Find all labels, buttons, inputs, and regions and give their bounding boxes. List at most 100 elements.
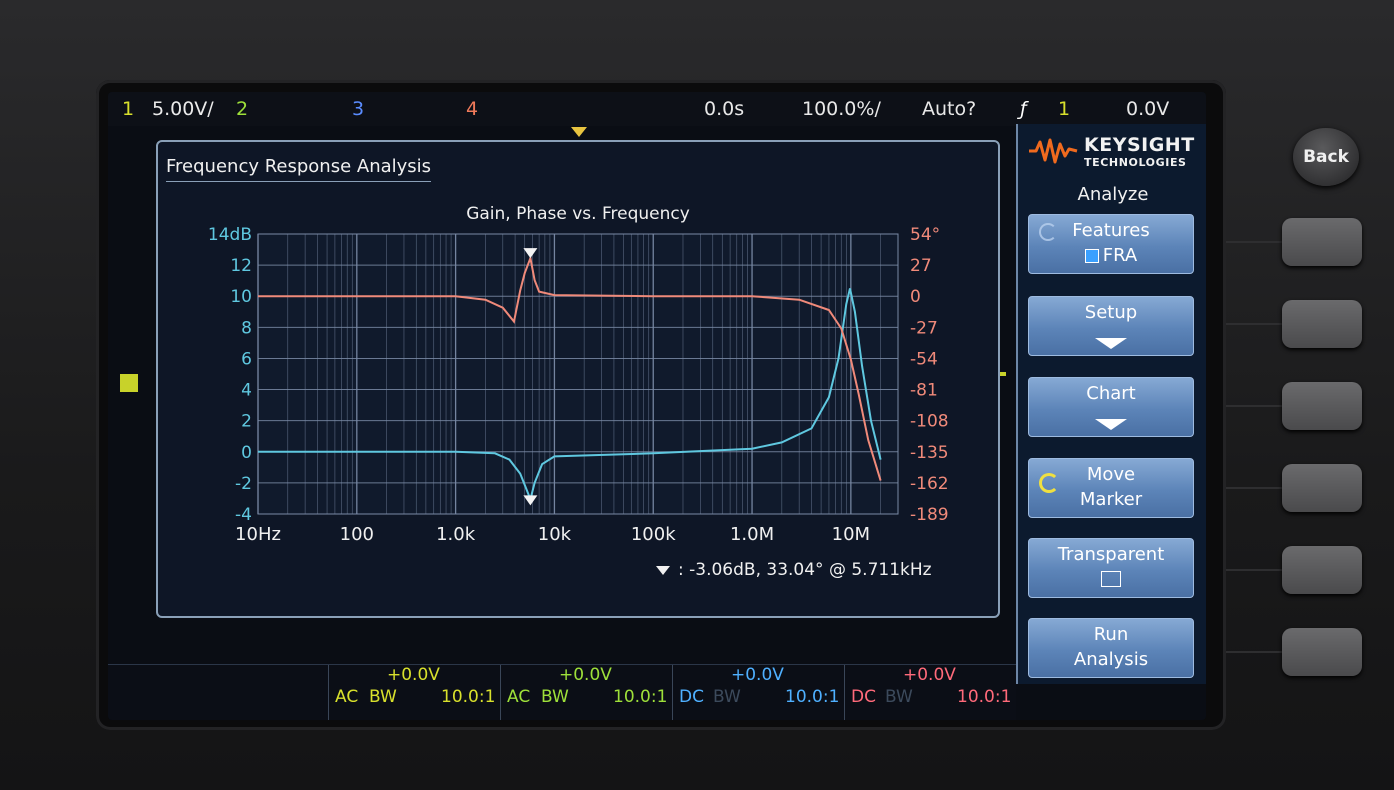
phase-tick-label: -27 (910, 318, 938, 338)
ch1-probe: 10.0:1 (441, 687, 496, 707)
ch3-number[interactable]: 3 (352, 98, 365, 120)
softkey-button-3[interactable] (1282, 382, 1362, 430)
softkey-guide-line (1226, 323, 1284, 325)
ch4-coupling: DC (851, 687, 876, 707)
arrow-down-icon (1095, 419, 1127, 430)
plot-area (257, 233, 899, 515)
features-value-row: FRA (1029, 245, 1193, 266)
back-button[interactable]: Back (1293, 128, 1359, 186)
ch1-info[interactable]: +0.0V AC BW 10.0:1 (328, 665, 499, 720)
phase-marker (523, 248, 538, 259)
ch2-number[interactable]: 2 (236, 98, 249, 120)
marker-readout: : -3.06dB, 33.04° @ 5.711kHz (656, 560, 932, 580)
ch4-number[interactable]: 4 (466, 98, 479, 120)
gain-tick-label: 4 (241, 381, 252, 401)
gain-tick-label: 14dB (208, 225, 252, 245)
softkey-button-4[interactable] (1282, 464, 1362, 512)
move-marker-line2: Marker (1079, 489, 1143, 510)
phase-tick-label: -135 (910, 443, 949, 463)
ch1-bw-limit: BW (369, 687, 397, 707)
trigger-mode[interactable]: Auto? (922, 98, 977, 120)
ch2-coupling: AC (507, 687, 531, 707)
marker-icon (656, 565, 670, 575)
ch1-number[interactable]: 1 (122, 98, 135, 120)
ch2-offset: +0.0V (559, 665, 612, 685)
ch4-probe: 10.0:1 (957, 687, 1012, 707)
softkey-button-2[interactable] (1282, 300, 1362, 348)
brand-logo: KEYSIGHT TECHNOLOGIES (1028, 132, 1200, 169)
transparent-softkey[interactable]: Transparent (1028, 538, 1194, 598)
phase-tick-label: -162 (910, 474, 949, 494)
setup-softkey[interactable]: Setup (1028, 296, 1194, 356)
ch1-offset: +0.0V (387, 665, 440, 685)
phase-tick-label: 0 (910, 287, 921, 307)
ch3-coupling: DC (679, 687, 704, 707)
keysight-wave-icon (1029, 138, 1078, 164)
fra-panel: Frequency Response Analysis Gain, Phase … (156, 140, 1000, 618)
trigger-edge-icon: ƒ (1020, 98, 1027, 120)
gain-tick-label: -2 (235, 474, 252, 494)
trigger-source[interactable]: 1 (1058, 98, 1071, 120)
softkey-guide-line (1226, 651, 1284, 653)
bode-plot: 14dB 12 10 8 6 4 2 0 -2 -4 54° 27 0 -27 -54 -81 -108 -135… (208, 225, 949, 545)
features-value: FRA (1102, 245, 1138, 266)
ch4-info[interactable]: +0.0V DC BW 10.0:1 (844, 665, 1015, 720)
softkey-button-6[interactable] (1282, 628, 1362, 676)
transparent-checkbox-row (1029, 571, 1193, 592)
transparent-label: Transparent (1057, 544, 1165, 565)
submenu-arrow (1029, 333, 1193, 354)
phase-tick-label: 27 (910, 256, 932, 276)
trigger-level[interactable]: 0.0V (1126, 98, 1170, 120)
ch3-bw-limit: BW (713, 687, 741, 707)
gain-tick-label: 6 (241, 349, 252, 369)
gain-tick-label: 12 (230, 256, 252, 276)
frequency-tick-label: 10k (538, 524, 572, 545)
ch4-offset: +0.0V (903, 665, 956, 685)
frequency-tick-label: 1.0k (436, 524, 476, 545)
brand-subtitle: TECHNOLOGIES (1084, 156, 1187, 169)
ch1-scale[interactable]: 5.00V/ (152, 98, 214, 120)
gain-tick-label: 0 (241, 443, 252, 463)
move-marker-line1: Move (1086, 464, 1136, 485)
gain-marker (523, 495, 538, 506)
ch3-info[interactable]: +0.0V DC BW 10.0:1 (672, 665, 843, 720)
setup-label: Setup (1084, 302, 1138, 323)
softkey-guide-line (1226, 487, 1284, 489)
frequency-tick-label: 100k (631, 524, 676, 545)
softkey-guide-line (1226, 405, 1284, 407)
frequency-tick-label: 1.0M (730, 524, 774, 545)
frequency-tick-label: 100 (340, 524, 374, 545)
phase-tick-label: -108 (910, 412, 949, 432)
marker-values: : -3.06dB, 33.04° @ 5.711kHz (678, 560, 932, 580)
phase-tick-label: 54° (910, 225, 940, 245)
timebase[interactable]: 100.0%/ (802, 98, 881, 120)
time-offset[interactable]: 0.0s (704, 98, 745, 120)
softkey-button-1[interactable] (1282, 218, 1362, 266)
move-marker-softkey[interactable]: Move Marker (1028, 458, 1194, 518)
gain-tick-label: -4 (235, 505, 252, 525)
ch1-coupling: AC (335, 687, 359, 707)
ch2-info[interactable]: +0.0V AC BW 10.0:1 (500, 665, 671, 720)
ch3-probe: 10.0:1 (785, 687, 840, 707)
channel-bar: +0.0V AC BW 10.0:1 +0.0V AC BW 10.0:1 +0… (108, 664, 1016, 720)
ch3-offset: +0.0V (731, 665, 784, 685)
run-line2: Analysis (1073, 649, 1149, 670)
features-softkey[interactable]: Features FRA (1028, 214, 1194, 274)
submenu-arrow (1029, 414, 1193, 435)
trigger-position-marker (571, 127, 587, 137)
features-label: Features (1072, 220, 1150, 241)
ch2-bw-limit: BW (541, 687, 569, 707)
ch4-bw-limit: BW (885, 687, 913, 707)
arrow-down-icon (1095, 338, 1127, 349)
phase-tick-label: -189 (910, 505, 949, 525)
chart-softkey[interactable]: Chart (1028, 377, 1194, 437)
status-bar: 1 5.00V/ 2 3 4 0.0s 100.0%/ Auto? ƒ 1 0.… (108, 92, 1206, 126)
entry-knob-icon (1039, 473, 1059, 493)
softkey-button-5[interactable] (1282, 546, 1362, 594)
panel-title: Frequency Response Analysis (166, 156, 432, 182)
gain-tick-label: 2 (241, 412, 252, 432)
softkey-menu: KEYSIGHT TECHNOLOGIES Analyze Features F… (1016, 124, 1206, 684)
chart-title: Gain, Phase vs. Frequency (466, 204, 690, 224)
run-analysis-softkey[interactable]: Run Analysis (1028, 618, 1194, 678)
frequency-tick-label: 10M (832, 524, 870, 545)
